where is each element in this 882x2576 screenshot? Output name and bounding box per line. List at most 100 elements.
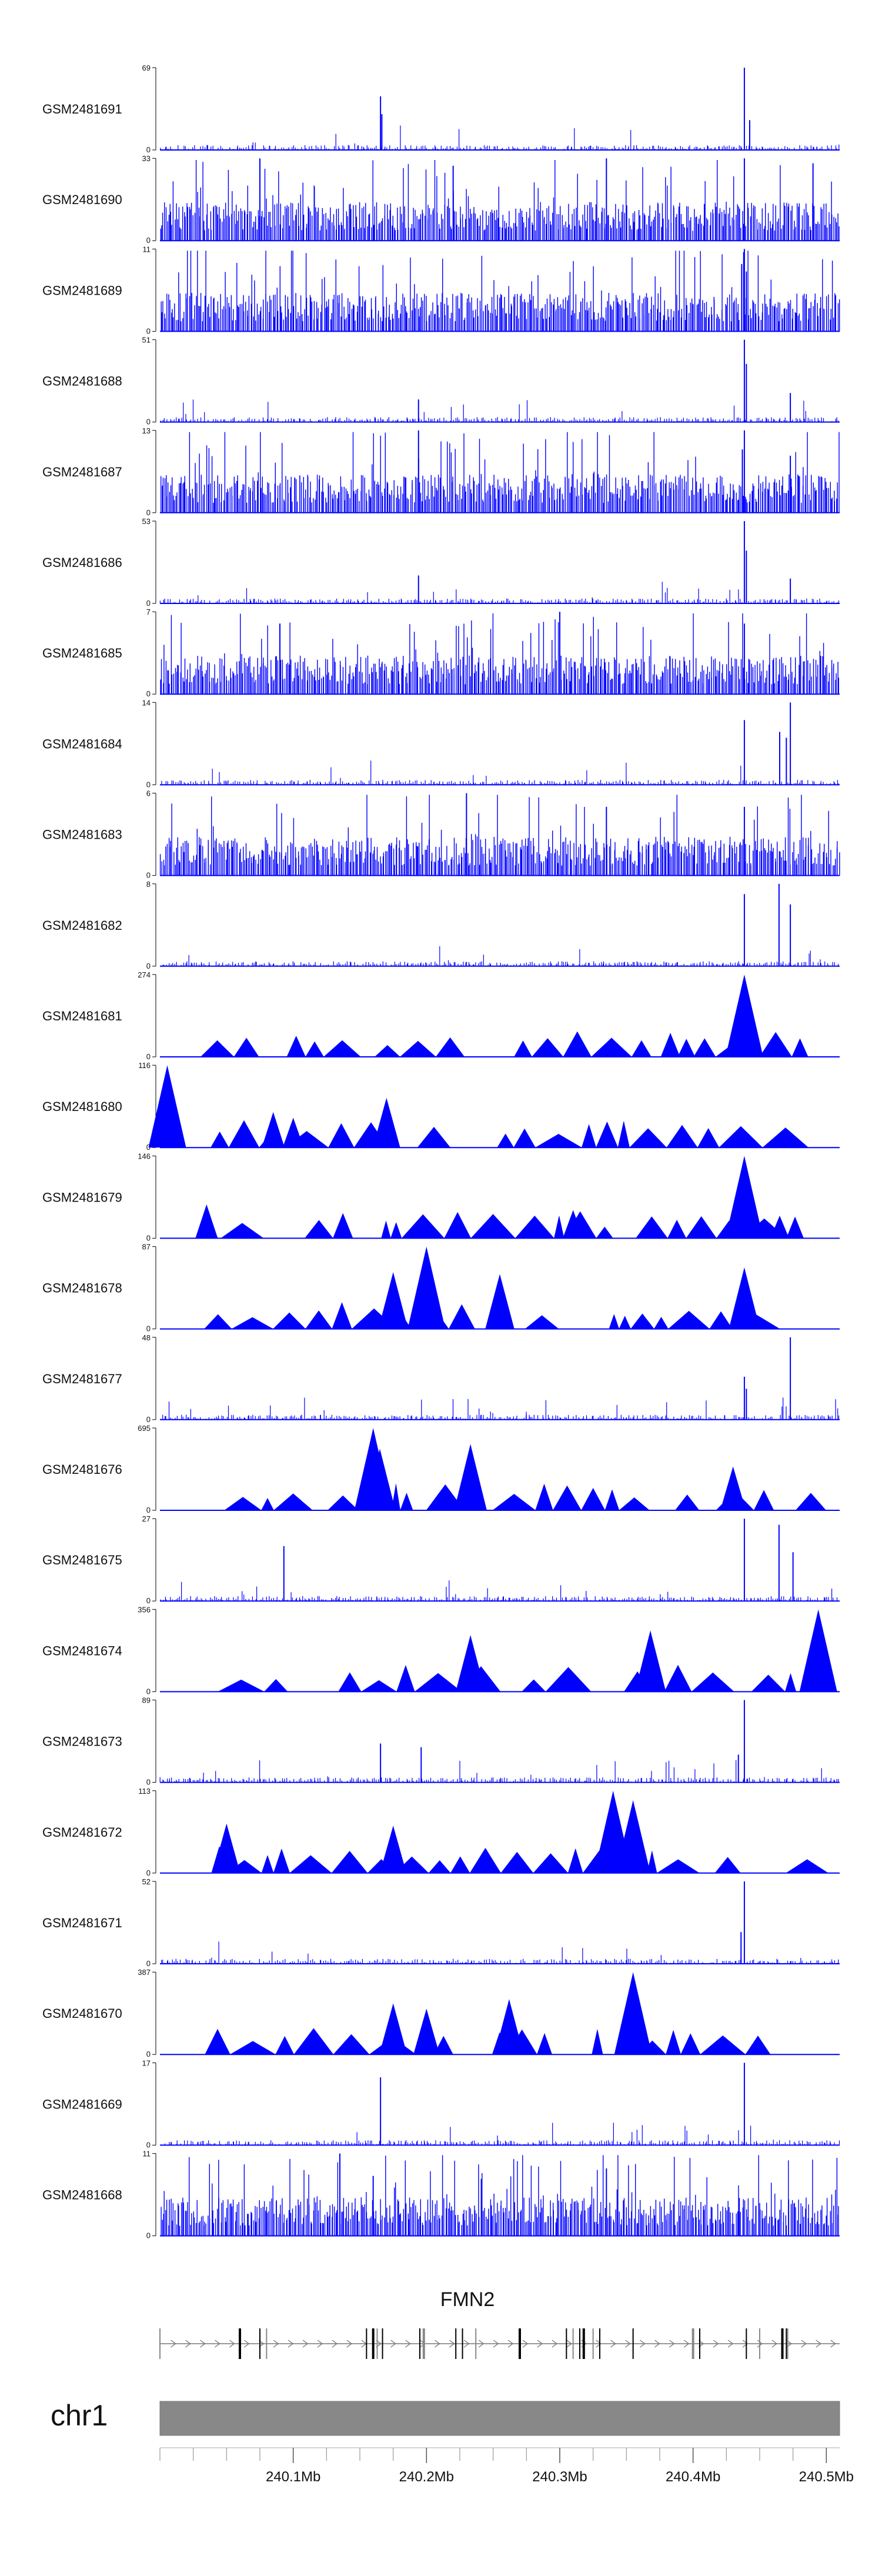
- y-min-label: 0: [146, 2050, 151, 2058]
- peak: [799, 1609, 837, 1692]
- coverage-signal: [161, 432, 840, 513]
- y-max-label: 89: [142, 1696, 151, 1705]
- strand-chevron: [610, 2340, 616, 2348]
- track-label: GSM2481688: [42, 374, 122, 389]
- peak: [660, 1033, 680, 1057]
- exon: [599, 2328, 600, 2359]
- y-max-label: 6: [146, 789, 151, 798]
- y-min-label: 0: [146, 1778, 151, 1787]
- track-GSM2481673: GSM2481673 89 0: [42, 1696, 840, 1787]
- track-label: GSM2481685: [42, 646, 122, 660]
- strand-chevron: [243, 2340, 250, 2348]
- y-min-label: 0: [146, 145, 151, 154]
- track-label: GSM2481686: [42, 555, 122, 570]
- y-min-label: 0: [146, 236, 151, 245]
- exon: [419, 2328, 420, 2359]
- coverage-signal: [160, 160, 840, 241]
- track-GSM2481672: GSM2481672 113 0: [42, 1787, 840, 1877]
- peak: [495, 1999, 524, 2055]
- coverage-signal: [161, 946, 839, 966]
- strand-chevron: [449, 2340, 455, 2348]
- peak: [677, 1039, 696, 1057]
- track-GSM2481668: GSM2481668 11 0: [42, 2150, 840, 2240]
- peak: [616, 1800, 651, 1873]
- peak: [454, 1444, 487, 1510]
- genome-axis: 240.1Mb 240.2Mb 240.3Mb 240.4Mb 240.5Mb: [159, 2447, 854, 2485]
- strand-chevron: [493, 2340, 499, 2348]
- gene-name: FMN2: [440, 2288, 495, 2311]
- peak: [614, 1972, 652, 2055]
- coverage-area: [200, 1031, 808, 1057]
- strand-chevron: [302, 2340, 309, 2348]
- coverage-signal: [160, 1580, 840, 1601]
- peak: [729, 1267, 760, 1329]
- peak: [770, 1216, 789, 1239]
- strand-chevron: [757, 2340, 763, 2348]
- strand-chevron: [273, 2340, 279, 2348]
- exon: [759, 2328, 760, 2359]
- track-label: GSM2481673: [42, 1734, 122, 1749]
- strand-chevron: [478, 2340, 485, 2348]
- peak: [725, 1156, 763, 1239]
- y-min-label: 0: [146, 1143, 151, 1152]
- strand-chevron: [346, 2340, 352, 2348]
- peak: [148, 1065, 186, 1148]
- strand-chevron: [742, 2340, 749, 2348]
- track-GSM2481670: GSM2481670 387 0: [42, 1968, 840, 2058]
- strand-chevron: [390, 2340, 396, 2348]
- y-max-label: 116: [138, 1061, 151, 1070]
- coverage-signal: [161, 760, 839, 785]
- exon: [239, 2328, 241, 2359]
- track-GSM2481679: GSM2481679 146 0: [42, 1152, 840, 1242]
- coverage-signal: [161, 2155, 839, 2236]
- strand-chevron: [727, 2340, 734, 2348]
- track-GSM2481674: GSM2481674 356 0: [42, 1605, 840, 1696]
- strand-chevron: [713, 2340, 719, 2348]
- peak: [380, 1826, 407, 1873]
- exon: [566, 2328, 567, 2359]
- strand-chevron: [522, 2340, 529, 2348]
- coverage-area: [223, 1483, 827, 1511]
- y-min-label: 0: [146, 1596, 151, 1605]
- track-GSM2481686: GSM2481686 53 0: [42, 517, 840, 608]
- exon: [462, 2328, 463, 2359]
- y-max-label: 52: [142, 1877, 151, 1886]
- y-min-label: 0: [146, 871, 151, 880]
- coverage-tracks: GSM2481691690GSM2481690330GSM2481689110G…: [42, 64, 840, 2240]
- coverage-area: [220, 1211, 804, 1239]
- track-label: GSM2481689: [42, 283, 122, 298]
- exon: [699, 2328, 700, 2359]
- y-min-label: 0: [146, 2140, 151, 2149]
- track-GSM2481684: GSM2481684 14 0: [42, 698, 840, 789]
- y-min-label: 0: [146, 689, 151, 698]
- y-max-label: 69: [142, 64, 151, 72]
- track-label: GSM2481674: [42, 1643, 122, 1658]
- track-GSM2481675: GSM2481675 27 0: [42, 1514, 840, 1605]
- y-min-label: 0: [146, 962, 151, 970]
- peak: [195, 1204, 218, 1239]
- x-tick-label: 240.5Mb: [799, 2469, 854, 2485]
- strand-chevron: [215, 2340, 220, 2348]
- y-min-label: 0: [146, 780, 151, 789]
- exon: [572, 2328, 574, 2359]
- y-min-label: 0: [146, 1868, 151, 1877]
- peak: [413, 2008, 440, 2055]
- strand-chevron: [507, 2340, 514, 2348]
- strand-chevron: [317, 2340, 323, 2348]
- y-min-label: 0: [146, 326, 151, 335]
- y-max-label: 33: [142, 154, 151, 163]
- exon: [746, 2328, 747, 2359]
- track-label: GSM2481670: [42, 2006, 122, 2021]
- track-label: GSM2481675: [42, 1553, 122, 1567]
- track-label: GSM2481672: [42, 1825, 122, 1840]
- peak: [563, 1210, 584, 1239]
- track-GSM2481688: GSM2481688 51 0: [42, 336, 840, 426]
- track-label: GSM2481680: [42, 1099, 122, 1114]
- exon: [376, 2328, 378, 2359]
- chromosome-band: [159, 2401, 840, 2436]
- y-min-label: 0: [146, 2231, 151, 2240]
- chromosome-ideogram: chr1: [51, 2399, 840, 2436]
- strand-chevron: [596, 2340, 602, 2348]
- track-label: GSM2481691: [42, 102, 122, 116]
